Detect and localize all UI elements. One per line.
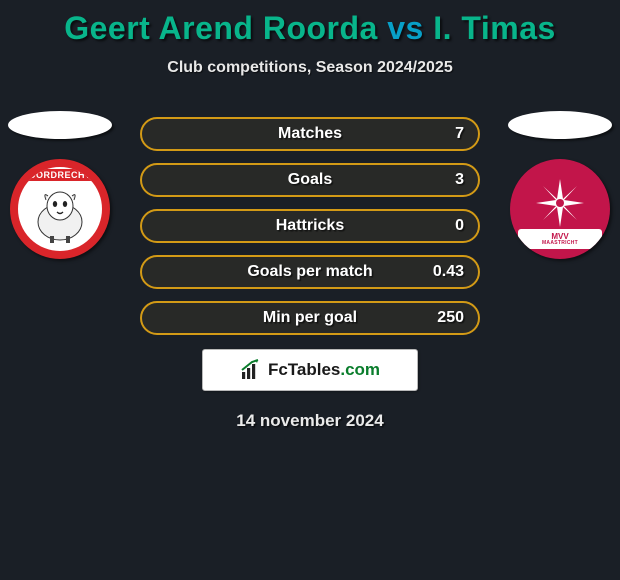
player1-silhouette — [8, 111, 112, 139]
dordrecht-arc-text: DORDRECHT — [23, 169, 97, 181]
brand-suffix: .com — [340, 360, 380, 379]
star-icon — [534, 177, 586, 229]
stat-label: Matches — [278, 125, 342, 143]
subtitle: Club competitions, Season 2024/2025 — [0, 59, 620, 77]
mvv-subtext: MAASTRICHT — [542, 241, 578, 246]
stat-value-right: 3 — [455, 171, 464, 189]
club-badge-dordrecht: DORDRECHT — [10, 159, 110, 259]
player2-silhouette — [508, 111, 612, 139]
mvv-banner: MVV MAASTRICHT — [518, 229, 602, 249]
brand-name: FcTables — [268, 360, 340, 379]
stat-bar: Hattricks 0 — [140, 209, 480, 243]
player1-column: DORDRECHT — [0, 111, 120, 259]
stat-label: Goals — [288, 171, 332, 189]
stat-bars: Matches 7 Goals 3 Hattricks 0 Goals per match 0… — [140, 117, 480, 335]
stat-label: Goals per match — [247, 263, 372, 281]
stat-bar: Min per goal 250 — [140, 301, 480, 335]
brand-text: FcTables.com — [268, 360, 380, 380]
brand-box: FcTables.com — [202, 349, 418, 391]
stat-value-right: 0.43 — [433, 263, 464, 281]
stat-label: Hattricks — [276, 217, 344, 235]
player2-column: MVV MAASTRICHT — [500, 111, 620, 259]
sheep-icon — [33, 186, 87, 244]
stat-bar: Goals per match 0.43 — [140, 255, 480, 289]
page-title: Geert Arend Roorda vs I. Timas — [0, 0, 620, 47]
stat-value-right: 250 — [437, 309, 464, 327]
chart-icon — [240, 359, 262, 381]
player2-name: I. Timas — [433, 10, 556, 46]
comparison-zone: DORDRECHT — [0, 117, 620, 335]
stat-label: Min per goal — [263, 309, 357, 327]
club-badge-mvv: MVV MAASTRICHT — [510, 159, 610, 259]
stat-bar: Goals 3 — [140, 163, 480, 197]
date-text: 14 november 2024 — [0, 411, 620, 431]
stat-value-right: 7 — [455, 125, 464, 143]
stat-bar: Matches 7 — [140, 117, 480, 151]
stat-value-right: 0 — [455, 217, 464, 235]
infographic: Geert Arend Roorda vs I. Timas Club comp… — [0, 0, 620, 431]
player1-name: Geert Arend Roorda — [64, 10, 378, 46]
vs-text: vs — [387, 10, 424, 46]
